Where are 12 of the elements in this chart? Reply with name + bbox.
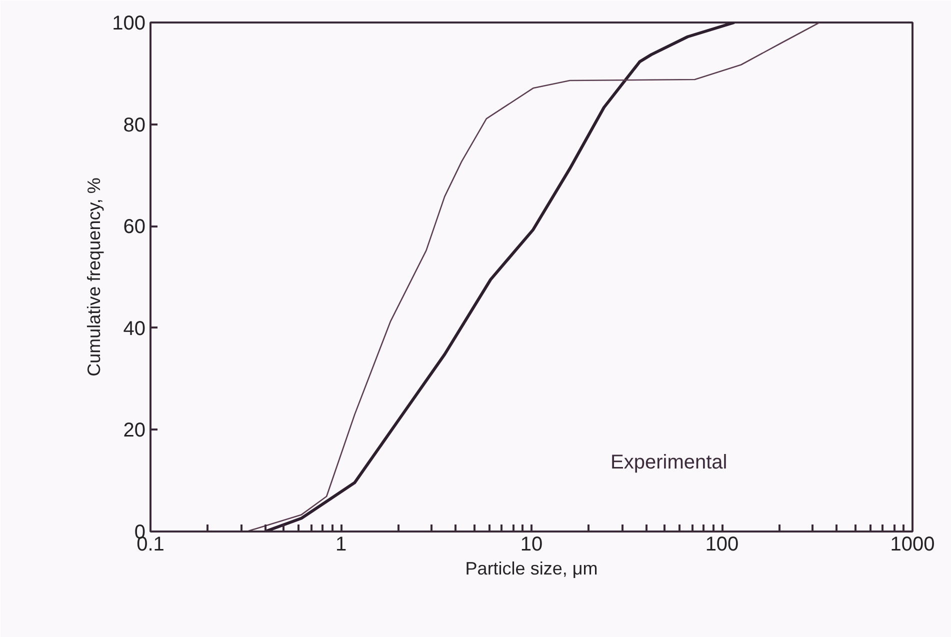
x-axis-title: Particle size, μm: [465, 558, 598, 578]
x-tick-label: 1000: [890, 534, 935, 556]
y-tick-label: 60: [123, 216, 146, 238]
x-tick-label: 10: [520, 534, 543, 556]
x-tick-label: 1: [335, 534, 347, 556]
annotation: Experimental: [610, 452, 728, 474]
y-tick-label: 80: [123, 114, 146, 136]
y-tick-label: 40: [123, 318, 146, 340]
y-tick-label: 20: [123, 420, 146, 442]
y-tick-label: 100: [112, 12, 146, 34]
y-axis-title: Cumulative frequency, %: [84, 178, 104, 376]
x-tick-label: 100: [705, 534, 739, 556]
